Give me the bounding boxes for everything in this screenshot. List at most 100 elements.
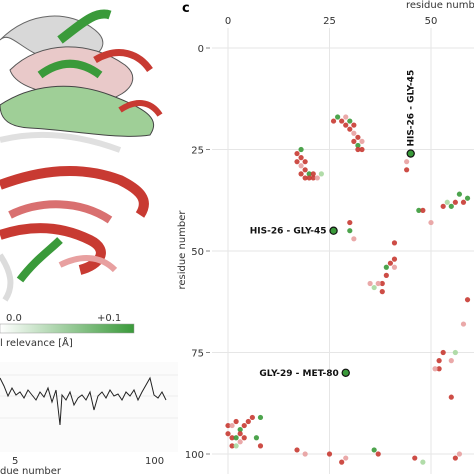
- x-tick-label: 0: [225, 16, 231, 27]
- trace-line: [0, 376, 167, 426]
- data-point: [456, 191, 463, 197]
- data-point: [432, 366, 438, 372]
- data-point: [448, 203, 454, 209]
- data-point: [464, 195, 471, 201]
- grid-lines: [206, 28, 474, 474]
- data-point: [436, 358, 442, 364]
- y-tick-label: 25: [191, 146, 204, 157]
- data-point: [229, 443, 235, 449]
- annotation-label: GLY-29 - MET-80: [259, 369, 338, 379]
- data-point: [310, 171, 316, 177]
- trace-panel: 5 100 due number: [0, 362, 178, 474]
- data-point: [302, 167, 308, 173]
- data-point: [253, 435, 260, 441]
- data-point: [237, 427, 243, 433]
- data-point: [355, 146, 361, 153]
- data-point: [436, 366, 442, 372]
- protein-structure-image: [0, 9, 163, 302]
- data-point: [257, 414, 264, 421]
- data-point: [452, 455, 458, 461]
- data-point: [233, 435, 239, 441]
- data-point: [440, 203, 446, 209]
- data-point: [448, 358, 454, 364]
- x-tick-label: 25: [323, 16, 336, 27]
- data-point: [375, 451, 381, 457]
- data-point: [245, 418, 251, 425]
- data-point: [359, 146, 365, 153]
- data-point: [456, 451, 463, 457]
- data-point: [302, 175, 308, 181]
- data-point: [416, 207, 422, 213]
- y-tick-label: 100: [185, 450, 204, 461]
- data-point: [391, 256, 398, 262]
- y-axis-title: residue number: [177, 210, 188, 290]
- data-point: [233, 443, 239, 449]
- data-point: [460, 199, 467, 205]
- data-point: [440, 349, 446, 356]
- data-point: [347, 219, 353, 226]
- trace-x-tick-2: 100: [145, 456, 164, 467]
- data-point: [237, 439, 243, 445]
- data-point: [428, 219, 434, 226]
- data-point: [387, 260, 393, 266]
- data-point: [391, 264, 398, 270]
- data-point: [452, 199, 458, 205]
- data-point: [351, 236, 357, 242]
- data-point: [298, 146, 304, 153]
- data-point: [249, 414, 255, 421]
- data-point: [294, 447, 300, 453]
- annotation-label: HIS-26 - GLY-45: [250, 227, 327, 237]
- data-point: [294, 150, 300, 157]
- data-point: [444, 199, 450, 205]
- data-point: [347, 118, 353, 124]
- data-point: [404, 159, 410, 165]
- data-point: [343, 455, 349, 461]
- data-point: [306, 171, 312, 177]
- data-point: [343, 122, 349, 128]
- data-point: [355, 142, 361, 149]
- data-point: [351, 130, 357, 136]
- data-point: [314, 175, 320, 181]
- data-point: [355, 134, 361, 140]
- data-point: [339, 118, 345, 124]
- highlighted-contact-point: [329, 226, 338, 235]
- trace-x-tick-1: 5: [12, 456, 18, 467]
- data-point: [375, 280, 381, 287]
- data-point: [383, 264, 389, 270]
- y-tick-label: 0: [198, 44, 204, 55]
- colorbar-label: l relevance [Å]: [0, 336, 73, 349]
- annotations: HIS-26 - GLY-45 HIS-26 - GLY-45 GLY-29 - M…: [250, 70, 417, 379]
- data-point: [298, 171, 304, 177]
- data-point: [420, 207, 426, 213]
- data-point: [310, 175, 316, 181]
- data-point: [241, 422, 247, 429]
- data-point: [379, 289, 385, 295]
- data-point: [326, 451, 333, 457]
- data-point: [464, 297, 471, 303]
- colorbar-min-label: 0.0: [6, 313, 22, 324]
- highlighted-contact-point: [341, 368, 350, 377]
- data-point: [448, 394, 454, 400]
- data-point: [335, 114, 341, 120]
- data-point: [306, 175, 312, 181]
- data-point: [294, 159, 300, 165]
- tick-labels: 0 25 50 0 25 50 75 100: [185, 16, 437, 461]
- data-point: [237, 431, 243, 437]
- data-point: [225, 431, 231, 437]
- data-point: [391, 240, 398, 246]
- x-axis-title: residue number: [406, 0, 474, 11]
- data-point: [351, 138, 357, 144]
- data-point: [460, 321, 467, 327]
- colorbar: 0.0 +0.1 l relevance [Å]: [0, 313, 135, 349]
- annotation-label: HIS-26 - GLY-45: [407, 70, 417, 147]
- data-point: [359, 138, 365, 144]
- data-point: [233, 418, 239, 425]
- trace-x-label: due number: [0, 466, 62, 474]
- data-point: [229, 422, 235, 429]
- data-point: [343, 114, 349, 120]
- data-point: [339, 459, 345, 465]
- data-point: [367, 280, 373, 287]
- data-point: [302, 159, 308, 165]
